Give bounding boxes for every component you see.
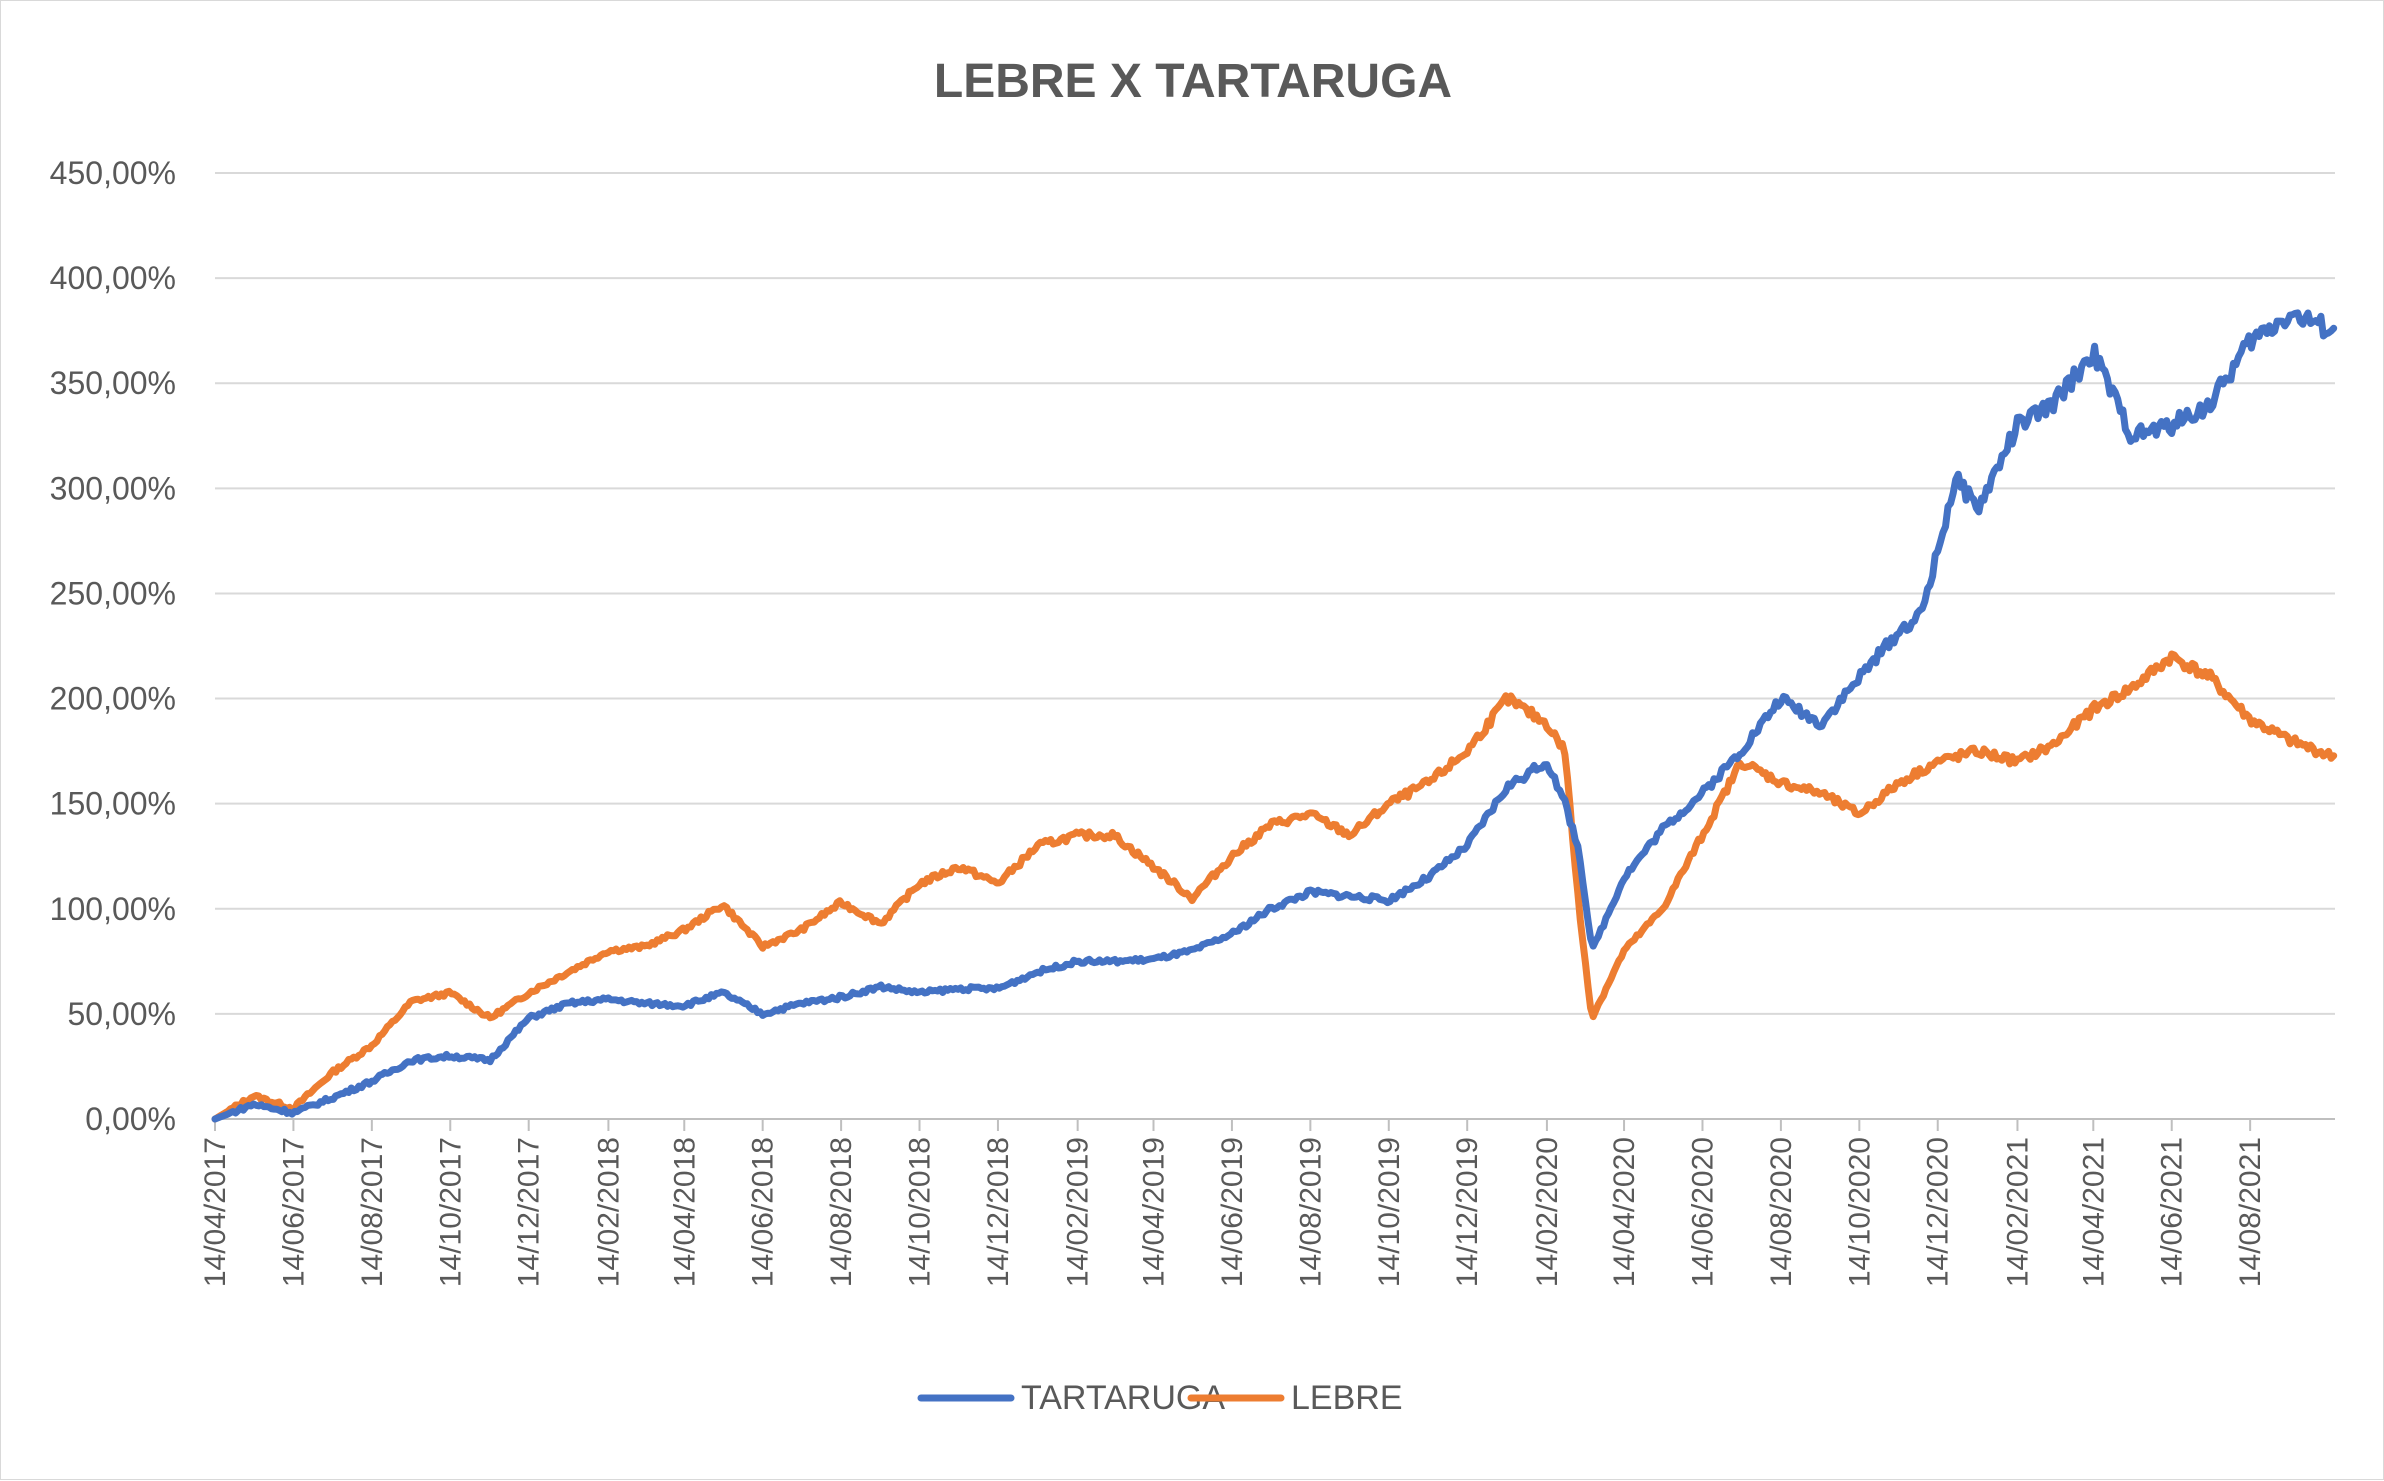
x-tick-label: 14/12/2019: [1451, 1137, 1484, 1287]
x-tick-label: 14/08/2020: [1765, 1137, 1798, 1287]
y-tick-label: 100,00%: [50, 891, 176, 927]
x-tick-label: 14/10/2019: [1373, 1137, 1406, 1287]
x-tick-label: 14/06/2019: [1216, 1137, 1249, 1287]
y-tick-label: 0,00%: [85, 1101, 176, 1137]
x-tick-label: 14/10/2018: [904, 1137, 937, 1287]
y-tick-label: 400,00%: [50, 260, 176, 296]
x-tick-label: 14/04/2018: [668, 1137, 701, 1287]
x-tick-label: 14/02/2020: [1531, 1137, 1564, 1287]
x-tick-label: 14/06/2018: [747, 1137, 780, 1287]
x-tick-label: 14/02/2018: [592, 1137, 625, 1287]
y-tick-label: 150,00%: [50, 786, 176, 822]
x-axis: 14/04/2017 14/06/2017 14/08/2017 14/10/2017…: [199, 1118, 2335, 1287]
x-tick-label: 14/12/2020: [1922, 1137, 1955, 1287]
y-tick-label: 200,00%: [50, 681, 176, 717]
x-tick-label: 14/12/2018: [982, 1137, 1015, 1287]
x-tick-label: 14/06/2017: [277, 1137, 310, 1287]
y-tick-label: 300,00%: [50, 470, 176, 506]
y-axis-tick-labels: 0,00% 50,00% 100,00% 150,00% 200,00% 250,00% 3…: [50, 155, 176, 1137]
y-tick-label: 250,00%: [50, 575, 176, 611]
x-tick-label: 14/08/2017: [356, 1137, 389, 1287]
y-tick-label: 350,00%: [50, 365, 176, 401]
x-tick-label: 14/08/2019: [1294, 1137, 1327, 1287]
chart-title: LEBRE X TARTARUGA: [934, 55, 1452, 108]
x-tick-label: 14/06/2021: [2156, 1137, 2189, 1287]
x-tick-label: 14/04/2017: [199, 1137, 232, 1287]
x-tick-label: 14/02/2019: [1062, 1137, 1095, 1287]
x-tick-label: 14/06/2020: [1686, 1137, 1719, 1287]
x-tick-label: 14/04/2019: [1138, 1137, 1171, 1287]
x-tick-label: 14/08/2021: [2234, 1137, 2267, 1287]
y-tick-label: 450,00%: [50, 155, 176, 191]
x-tick-label: 14/08/2018: [825, 1137, 858, 1287]
x-tick-label: 14/02/2021: [2001, 1137, 2034, 1287]
legend-label-lebre: LEBRE: [1291, 1379, 1403, 1417]
x-tick-label: 14/10/2020: [1843, 1137, 1876, 1287]
series-line-lebre: [211, 650, 2338, 1123]
y-tick-label: 50,00%: [67, 996, 176, 1032]
series-line-tartaruga: [211, 309, 2338, 1123]
x-tick-label: 14/04/2020: [1608, 1137, 1641, 1287]
x-tick-label: 14/04/2021: [2077, 1137, 2110, 1287]
gridlines: [215, 172, 2335, 1015]
x-tick-label: 14/10/2017: [434, 1137, 467, 1287]
series-lines: [211, 309, 2338, 1123]
x-tick-label: 14/12/2017: [513, 1137, 546, 1287]
legend: TARTARUGA LEBRE: [917, 1379, 1403, 1417]
